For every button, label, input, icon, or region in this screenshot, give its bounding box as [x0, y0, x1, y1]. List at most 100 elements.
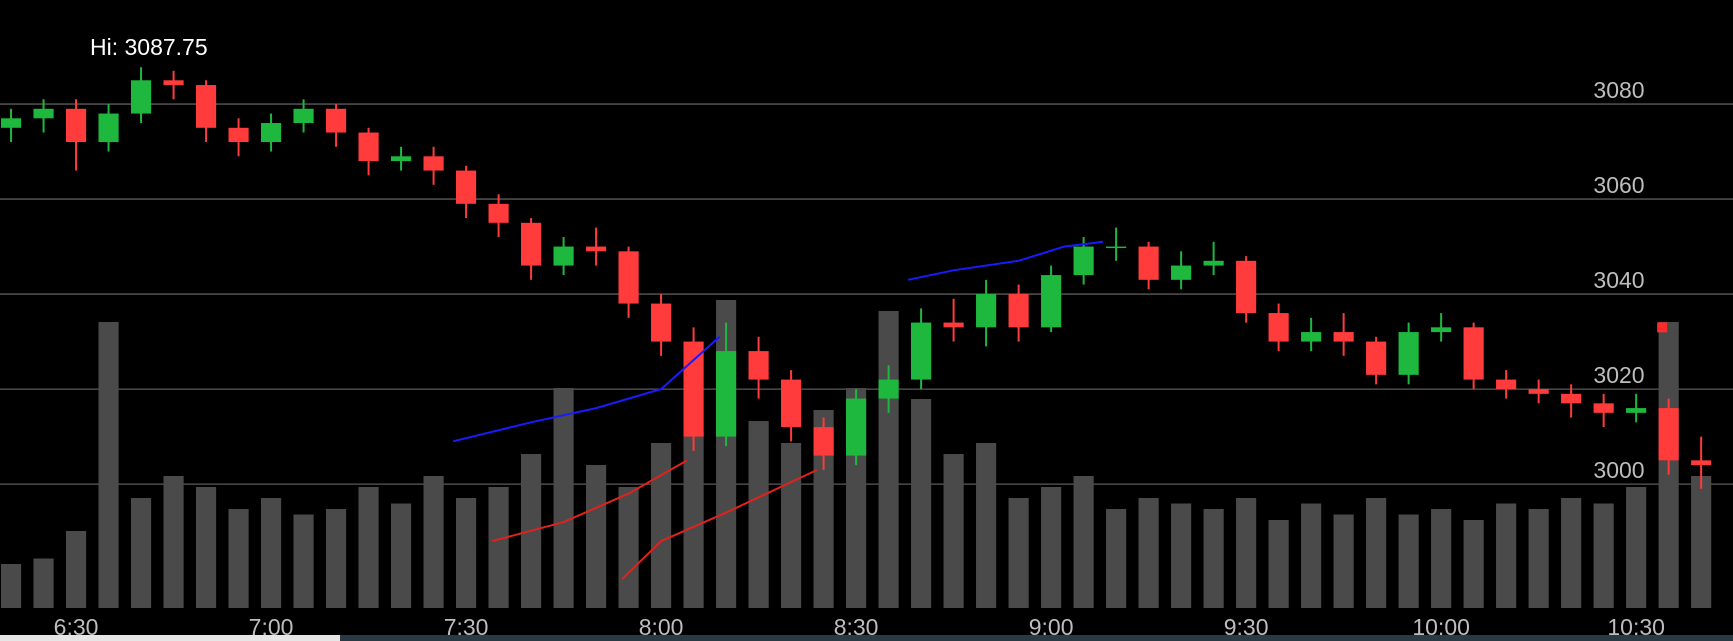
volume-bar: [976, 443, 997, 608]
candle-body: [1626, 408, 1647, 413]
volume-bar: [33, 558, 54, 608]
volume-bar: [1073, 476, 1094, 608]
candle-body: [1658, 408, 1679, 461]
volume-bar: [813, 410, 834, 608]
volume-bar: [423, 476, 444, 608]
y-tick-label: 3060: [1593, 172, 1644, 198]
candle-body: [1236, 260, 1257, 314]
candle-body: [553, 246, 574, 266]
candle-body: [1106, 246, 1127, 249]
candle-body: [976, 294, 997, 328]
candle-body: [390, 156, 412, 162]
volume-bar: [1366, 498, 1387, 608]
candle-body: [358, 132, 379, 162]
y-tick-label: 3000: [1593, 457, 1644, 483]
volume-bar: [911, 399, 932, 608]
volume-bar: [586, 465, 607, 608]
candle-body: [130, 80, 152, 114]
volume-bar: [1626, 487, 1647, 608]
candle-body: [456, 170, 477, 204]
candle-body: [195, 85, 217, 128]
candle-body: [813, 427, 834, 456]
candle-body: [228, 127, 249, 143]
candle-body: [683, 341, 704, 437]
candle-layer: [0, 67, 1712, 489]
volume-bar: [130, 498, 152, 608]
volume-bar: [1203, 509, 1224, 608]
candle-body: [1008, 294, 1029, 328]
volume-bar: [1496, 503, 1517, 608]
volume-bar: [1691, 476, 1712, 608]
volume-bar: [1008, 498, 1029, 608]
candle-body: [586, 246, 607, 252]
volume-bar: [553, 388, 574, 608]
indicator-line: [907, 240, 1104, 281]
candle-body: [65, 108, 87, 143]
candle-body: [1138, 246, 1159, 280]
volume-bar: [618, 487, 639, 608]
candle-body: [781, 379, 802, 428]
volume-bar: [748, 421, 769, 608]
volume-bar: [456, 498, 477, 608]
indicator-line: [491, 459, 688, 543]
candle-body: [0, 118, 22, 128]
volume-bar: [1138, 498, 1159, 608]
volume-bar: [488, 487, 509, 608]
candle-body: [1333, 332, 1354, 342]
volume-bar: [163, 476, 184, 608]
candle-body: [716, 351, 737, 437]
volume-bar: [1398, 514, 1419, 608]
indicator-layer: [452, 240, 1668, 580]
candle-body: [1593, 403, 1614, 413]
candle-body: [260, 123, 282, 143]
indicator-line: [621, 468, 818, 580]
candle-body: [618, 251, 639, 304]
candle-body: [1301, 332, 1322, 342]
volume-bar: [1301, 503, 1322, 608]
volume-bar: [293, 514, 314, 608]
candle-body: [1463, 327, 1484, 380]
candle-body: [1366, 341, 1387, 375]
price-marker: [1657, 322, 1668, 333]
volume-bar: [878, 311, 899, 608]
candle-body: [1268, 313, 1289, 342]
volume-bar: [195, 487, 217, 608]
candle-body: [423, 156, 444, 171]
volume-bar: [1268, 520, 1289, 608]
high-label: Hi: 3087.75: [90, 34, 208, 60]
volume-bar: [943, 454, 964, 608]
candle-body: [1496, 379, 1517, 390]
candle-body: [521, 222, 542, 266]
candle-body: [1171, 265, 1192, 280]
volume-bar: [1041, 487, 1062, 608]
candle-body: [33, 108, 54, 119]
candle-body: [878, 379, 899, 399]
volume-layer: [0, 300, 1712, 608]
volume-bar: [98, 322, 119, 608]
volume-bar: [1561, 498, 1582, 608]
indicator-line: [452, 336, 721, 443]
volume-bar: [325, 509, 347, 608]
y-tick-label: 3020: [1593, 362, 1644, 388]
candle-body: [1691, 460, 1712, 466]
y-tick-label: 3040: [1593, 267, 1644, 293]
candle-body: [1431, 327, 1452, 333]
candle-body: [488, 203, 509, 223]
volume-bar: [1463, 520, 1484, 608]
volume-bar: [228, 509, 249, 608]
candle-body: [1041, 275, 1062, 328]
candle-body: [943, 322, 964, 328]
candle-body: [1561, 393, 1582, 404]
volume-bar: [260, 498, 282, 608]
scrollbar-track[interactable]: [340, 635, 1733, 641]
volume-bar: [1171, 503, 1192, 608]
candle-body: [325, 108, 347, 133]
candle-body: [293, 108, 314, 124]
volume-bar: [1236, 498, 1257, 608]
volume-bar: [358, 487, 379, 608]
scrollbar-thumb[interactable]: [0, 635, 340, 641]
candle-body: [1398, 332, 1419, 375]
candle-body: [1528, 389, 1549, 394]
candle-body: [163, 80, 184, 86]
